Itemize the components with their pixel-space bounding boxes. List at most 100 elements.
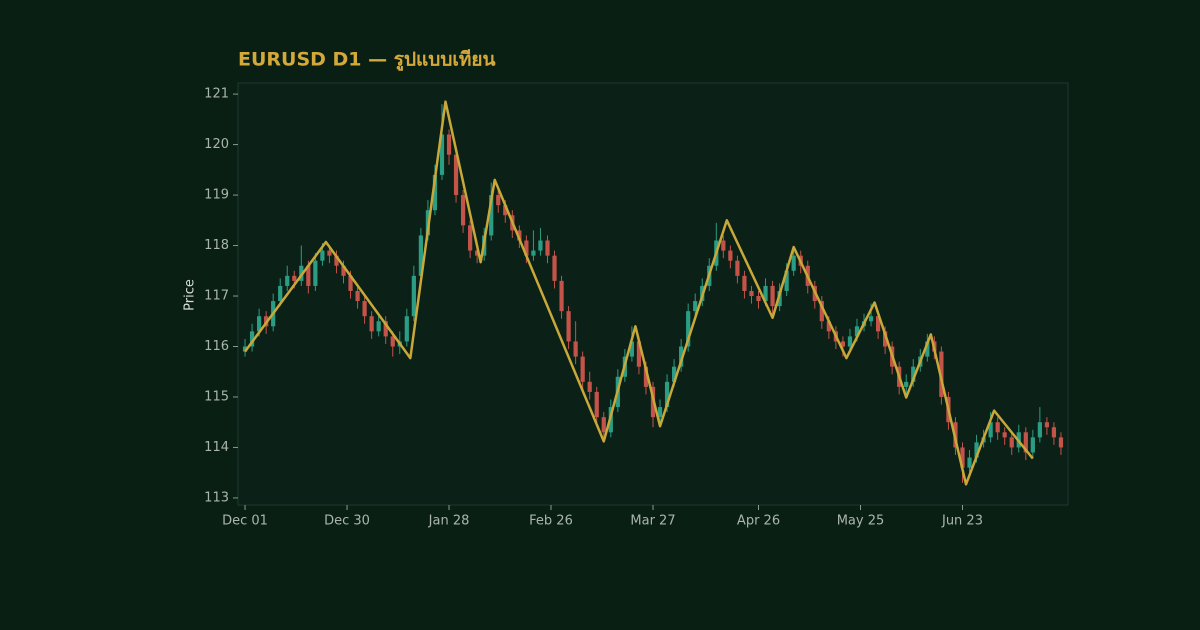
candle-body (1051, 427, 1057, 438)
candle-body (770, 285, 775, 307)
candle-body (496, 195, 501, 206)
candle-body (531, 250, 536, 256)
candle-body (306, 265, 311, 286)
candle-body (334, 255, 339, 266)
candle-body (327, 250, 332, 256)
candle-body (566, 311, 571, 342)
candle-body (383, 321, 388, 337)
candle-body (552, 255, 557, 281)
candle-body (376, 321, 381, 332)
candle-body (904, 381, 909, 387)
candle-body (742, 275, 747, 291)
candle-body (756, 296, 761, 302)
candle-body (285, 275, 290, 286)
candle-body (601, 417, 606, 433)
candle-body (826, 321, 831, 332)
candle-body (587, 381, 592, 392)
x-tick-label: Feb 26 (529, 514, 573, 529)
candle-body (580, 356, 585, 382)
x-tick-label: Dec 30 (324, 514, 370, 529)
candle-body (362, 301, 367, 317)
candle-body (1030, 437, 1035, 453)
plot-area (237, 82, 1069, 506)
candle-body (679, 346, 684, 367)
zigzag-line (244, 100, 1034, 486)
candle-body (735, 260, 740, 276)
x-tick-label: May 25 (837, 514, 885, 529)
candle-body (249, 331, 255, 347)
candle-body (629, 341, 635, 357)
candle-body (643, 366, 649, 387)
candle-body (369, 316, 374, 332)
candle-body (404, 316, 409, 342)
candle-body (1023, 432, 1028, 453)
candle-body (763, 285, 768, 302)
y-tick-label: 115 (204, 389, 229, 404)
x-tick-label: Jan 28 (428, 514, 470, 529)
candle-body (784, 270, 789, 291)
candle-body (439, 134, 445, 175)
candle-body (1002, 432, 1007, 438)
candle-body (460, 195, 466, 226)
y-tick-label: 116 (204, 339, 229, 354)
candle-body (545, 240, 550, 256)
candle-body (468, 225, 473, 251)
candle-body (348, 275, 353, 291)
candle-body (995, 422, 1000, 433)
candle-body (313, 260, 318, 286)
candle-body (1037, 422, 1042, 438)
candle-body (242, 346, 248, 352)
y-axis-label: Price (183, 279, 198, 311)
candle-body (390, 336, 395, 347)
y-tick-label: 114 (204, 440, 229, 455)
x-tick-label: Apr 26 (737, 514, 780, 529)
candle-body (925, 341, 930, 357)
candle-body (960, 447, 965, 468)
candle-body (320, 250, 325, 261)
candle-body (728, 250, 733, 261)
candle-body (517, 230, 522, 241)
candle-body (355, 290, 360, 302)
candle-body (819, 301, 824, 322)
candle-body (721, 240, 726, 251)
candle-body (883, 331, 888, 347)
y-tick-label: 113 (204, 490, 229, 505)
candle-body (636, 341, 642, 367)
candle-body (686, 311, 691, 347)
candle-body (847, 336, 853, 347)
candle-body (278, 285, 283, 302)
candle-body (854, 326, 860, 337)
y-tick-label: 118 (204, 238, 229, 253)
candle-body (446, 134, 452, 155)
candle-body (453, 154, 459, 196)
candle-body (432, 174, 438, 211)
candle-body (524, 240, 529, 256)
candle-body (341, 265, 346, 276)
candle-body (693, 301, 698, 312)
candle-body (418, 235, 423, 276)
candle-body (671, 366, 677, 382)
candle-body (875, 316, 881, 332)
candle-body (749, 290, 754, 297)
candle-body (664, 381, 670, 408)
candle-body (974, 442, 979, 458)
candle-body (1009, 437, 1014, 448)
candle-body (777, 290, 782, 307)
candle-body (1044, 422, 1050, 428)
y-tick-label: 120 (204, 137, 229, 152)
candle-body (791, 255, 796, 271)
candle-body (868, 316, 874, 322)
x-tick-label: Dec 01 (222, 514, 268, 529)
x-tick-label: Mar 27 (630, 514, 675, 529)
candle-body (840, 341, 846, 347)
x-tick-label: Jun 23 (941, 514, 983, 529)
candle-body (967, 457, 972, 468)
candle-body (292, 275, 297, 281)
candle-body (538, 240, 543, 251)
y-tick-label: 117 (204, 289, 229, 304)
candle-body (1058, 437, 1064, 448)
candle-body (559, 280, 564, 312)
y-tick-label: 121 (204, 87, 229, 102)
y-tick-label: 119 (204, 188, 229, 203)
